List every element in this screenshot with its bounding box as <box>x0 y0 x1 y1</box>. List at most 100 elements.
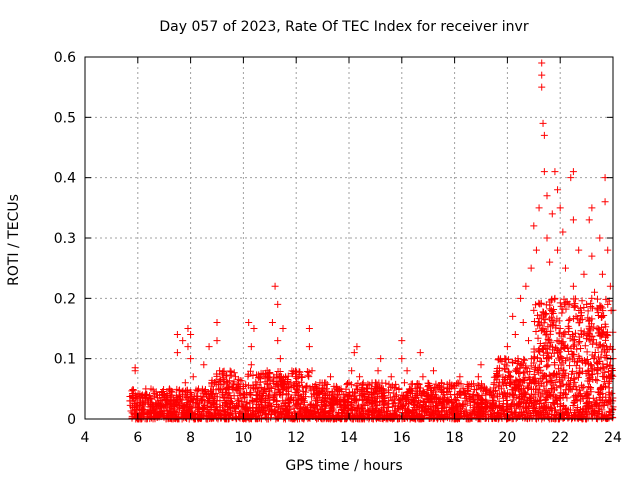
data-point <box>434 413 442 421</box>
data-point <box>546 372 554 380</box>
data-point <box>554 246 562 254</box>
data-point <box>276 390 284 398</box>
data-point <box>295 391 303 399</box>
data-point <box>556 402 564 410</box>
data-point <box>198 396 206 404</box>
data-point <box>202 391 210 399</box>
data-point <box>547 306 555 314</box>
data-point <box>142 391 150 399</box>
data-point <box>478 384 486 392</box>
data-point <box>424 391 432 399</box>
data-point <box>550 359 558 367</box>
data-point <box>234 397 242 405</box>
data-point <box>540 382 548 390</box>
data-point <box>544 336 552 344</box>
data-point <box>530 348 538 356</box>
data-point <box>353 343 361 351</box>
data-point <box>427 384 435 392</box>
data-point <box>521 403 529 411</box>
data-point <box>266 391 274 399</box>
data-point <box>237 385 245 393</box>
data-point <box>364 410 372 418</box>
data-point <box>210 414 218 422</box>
data-point <box>505 356 513 364</box>
data-point <box>462 406 470 414</box>
data-point <box>495 371 503 379</box>
data-point <box>263 367 271 375</box>
data-point <box>531 374 539 382</box>
x-tick-label: 16 <box>393 430 411 446</box>
data-point <box>181 379 189 387</box>
data-point <box>157 396 165 404</box>
data-point <box>544 404 552 412</box>
data-point <box>411 397 419 405</box>
data-point <box>543 348 551 356</box>
data-point <box>348 367 356 375</box>
data-point <box>199 396 207 404</box>
data-point <box>281 407 289 415</box>
data-point <box>425 412 433 420</box>
data-point <box>226 410 234 418</box>
data-point <box>192 396 200 404</box>
data-point <box>603 354 611 362</box>
data-point <box>350 349 358 357</box>
chart-title: Day 057 of 2023, Rate Of TEC Index for r… <box>159 19 528 35</box>
data-point <box>520 355 528 363</box>
data-point <box>350 393 358 401</box>
data-point <box>570 375 578 383</box>
data-point <box>131 391 139 399</box>
data-point <box>556 204 564 212</box>
data-point <box>391 393 399 401</box>
data-point <box>493 409 501 417</box>
data-point <box>274 300 282 308</box>
data-point <box>449 409 457 417</box>
data-point <box>565 348 573 356</box>
data-point <box>508 386 516 394</box>
data-point <box>361 414 369 422</box>
data-point <box>531 405 539 413</box>
data-point <box>151 409 159 417</box>
data-point <box>543 234 551 242</box>
data-point <box>533 311 541 319</box>
data-point <box>327 373 335 381</box>
data-point <box>541 396 549 404</box>
data-point <box>144 397 152 405</box>
data-point <box>559 228 567 236</box>
data-point <box>196 408 204 416</box>
data-point <box>540 168 548 176</box>
data-point <box>405 410 413 418</box>
data-point <box>552 370 560 378</box>
data-point <box>271 282 279 290</box>
data-point <box>492 414 500 422</box>
data-point <box>557 302 565 310</box>
data-point <box>337 385 345 393</box>
y-tick-label: 0.2 <box>54 291 76 307</box>
data-point <box>299 403 307 411</box>
data-point <box>569 413 577 421</box>
data-point <box>293 368 301 376</box>
data-point <box>599 364 607 372</box>
data-point <box>567 406 575 414</box>
data-point <box>385 389 393 397</box>
data-point <box>557 340 565 348</box>
data-point <box>542 345 550 353</box>
data-point <box>256 400 264 408</box>
data-point <box>566 315 574 323</box>
x-tick-label: 6 <box>133 430 142 446</box>
data-point <box>549 381 557 389</box>
data-point <box>349 405 357 413</box>
data-point <box>534 334 542 342</box>
data-point <box>536 300 544 308</box>
data-point <box>211 405 219 413</box>
data-point <box>567 385 575 393</box>
data-point <box>253 380 261 388</box>
data-point <box>165 385 173 393</box>
data-point <box>451 384 459 392</box>
data-point <box>313 397 321 405</box>
data-point <box>187 389 195 397</box>
data-point <box>602 383 610 391</box>
data-point <box>496 404 504 412</box>
data-point <box>515 358 523 366</box>
data-point <box>570 341 578 349</box>
data-point <box>421 397 429 405</box>
